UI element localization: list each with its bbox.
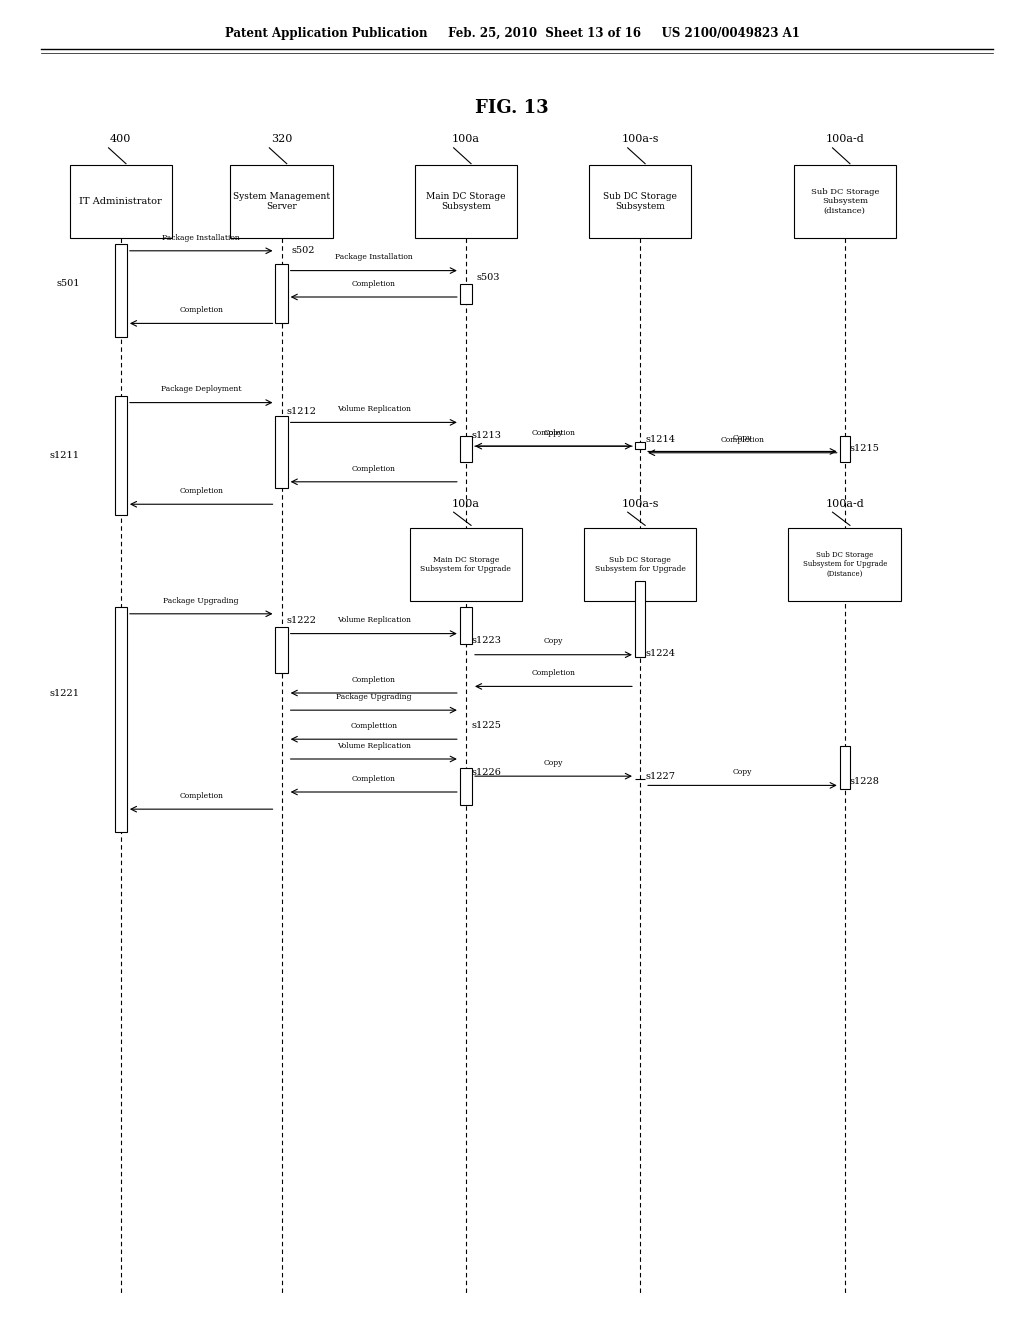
Text: Main DC Storage
Subsystem: Main DC Storage Subsystem [426, 191, 506, 211]
Text: Copy: Copy [733, 768, 752, 776]
Text: s1214: s1214 [645, 436, 675, 444]
Text: s1212: s1212 [287, 408, 316, 416]
Text: s1222: s1222 [287, 616, 316, 624]
Text: Completion: Completion [721, 436, 764, 444]
Text: 100a: 100a [452, 133, 480, 144]
Text: Main DC Storage
Subsystem for Upgrade: Main DC Storage Subsystem for Upgrade [421, 556, 511, 573]
Bar [794, 165, 896, 238]
Text: s1213: s1213 [471, 432, 501, 440]
Text: Package Installation: Package Installation [163, 234, 240, 242]
Text: Package Upgrading: Package Upgrading [164, 597, 239, 605]
Text: Sub DC Storage
Subsystem: Sub DC Storage Subsystem [603, 191, 677, 211]
Bar [460, 607, 472, 644]
Bar [115, 396, 127, 515]
Text: Completion: Completion [352, 465, 395, 473]
Text: Volume Replication: Volume Replication [337, 405, 411, 413]
Text: Completion: Completion [179, 487, 223, 495]
Text: 400: 400 [111, 133, 131, 144]
Text: Patent Application Publication     Feb. 25, 2010  Sheet 13 of 16     US 2100/004: Patent Application Publication Feb. 25, … [224, 26, 800, 40]
Text: s1225: s1225 [471, 722, 501, 730]
Bar [230, 165, 333, 238]
Text: 100a: 100a [452, 499, 480, 510]
Bar [460, 768, 472, 805]
Text: 100a-s: 100a-s [622, 499, 658, 510]
Text: System Management
Server: System Management Server [233, 191, 330, 211]
Text: Sub DC Storage
Subsystem for Upgrade
(Distance): Sub DC Storage Subsystem for Upgrade (Di… [803, 552, 887, 578]
Text: Completion: Completion [352, 775, 395, 783]
Bar [788, 528, 901, 601]
Text: Sub DC Storage
Subsystem for Upgrade: Sub DC Storage Subsystem for Upgrade [595, 556, 685, 573]
Text: 100a-d: 100a-d [825, 499, 864, 510]
Text: s1228: s1228 [850, 777, 880, 785]
Bar [589, 165, 691, 238]
Bar [275, 264, 288, 323]
Bar [70, 165, 172, 238]
Text: Completion: Completion [352, 280, 395, 288]
Bar [635, 581, 645, 657]
Text: Completion: Completion [531, 669, 575, 677]
Text: s1221: s1221 [50, 689, 80, 697]
Text: Copy: Copy [544, 429, 563, 437]
Bar [275, 416, 288, 488]
Text: Complettion: Complettion [350, 722, 397, 730]
Text: FIG. 13: FIG. 13 [475, 99, 549, 117]
Text: 100a-s: 100a-s [622, 133, 658, 144]
Bar [115, 244, 127, 337]
Bar [115, 607, 127, 832]
Text: Package Upgrading: Package Upgrading [336, 693, 412, 701]
Text: 320: 320 [271, 133, 292, 144]
Text: s502: s502 [292, 247, 315, 255]
Bar [840, 436, 850, 462]
Text: Package Installation: Package Installation [335, 253, 413, 261]
Text: s1226: s1226 [471, 768, 501, 776]
Text: Completion: Completion [352, 676, 395, 684]
Bar [584, 528, 696, 601]
Text: Sub DC Storage
Subsystem
(distance): Sub DC Storage Subsystem (distance) [811, 187, 879, 214]
Bar [635, 442, 645, 449]
Bar [275, 627, 288, 673]
Text: Copy: Copy [544, 759, 563, 767]
Text: 100a-d: 100a-d [825, 133, 864, 144]
Text: Volume Replication: Volume Replication [337, 742, 411, 750]
Text: Package Deployment: Package Deployment [161, 385, 242, 393]
Text: Completion: Completion [179, 306, 223, 314]
Text: s1223: s1223 [471, 636, 501, 644]
Text: Volume Replication: Volume Replication [337, 616, 411, 624]
Bar [410, 528, 522, 601]
Text: IT Administrator: IT Administrator [80, 197, 162, 206]
Text: s501: s501 [56, 280, 80, 288]
Bar [840, 746, 850, 789]
Text: Completion: Completion [179, 792, 223, 800]
Bar [415, 165, 517, 238]
Text: Copy: Copy [733, 434, 752, 442]
Text: s1227: s1227 [645, 772, 675, 780]
Bar [460, 436, 472, 462]
Text: s1211: s1211 [50, 451, 80, 459]
Bar [460, 284, 472, 304]
Text: s503: s503 [476, 273, 500, 281]
Text: Copy: Copy [544, 638, 563, 645]
Text: Completion: Completion [531, 429, 575, 437]
Text: s1215: s1215 [850, 445, 880, 453]
Text: s1224: s1224 [645, 649, 675, 657]
